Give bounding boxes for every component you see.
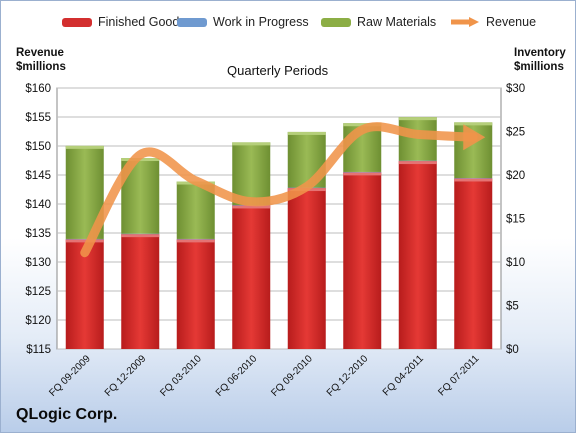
bar-top-finished-goods [121,234,160,238]
right-tick-label: $20 [506,170,525,182]
left-axis-title-line2: $millions [16,61,66,73]
bar-top-finished-goods [454,178,493,182]
legend-item-revenue: Revenue [450,15,536,29]
legend-item-raw-materials: Raw Materials [321,15,436,29]
bar-finished-goods [398,161,437,349]
bar-top-finished-goods [343,172,382,176]
bar-raw-materials [232,142,271,206]
x-tick-label: FQ 07-2011 [436,353,481,398]
bar-finished-goods [343,172,382,349]
bar-top-finished-goods [398,161,437,165]
bar-top-finished-goods [232,205,271,209]
legend-label-raw-materials: Raw Materials [357,15,437,29]
x-tick-label: FQ 04-2011 [381,353,426,398]
company-name: QLogic Corp. [16,406,118,423]
chart-subtitle: Quarterly Periods [227,63,329,78]
left-tick-label: $125 [25,286,51,298]
x-tick-label: FQ 03-2010 [158,353,204,399]
right-axis-title-line1: Inventory [514,47,566,59]
legend-label-finished-goods: Finished Goods [98,15,186,29]
legend: Finished Goods Work in Progress Raw Mate… [1,15,575,35]
right-axis-title: Inventory $millions [514,46,566,74]
bar-top-raw-materials [454,122,493,126]
legend-swatch-work-in-progress [177,17,207,27]
bar-finished-goods [232,205,271,349]
bar-finished-goods [454,178,493,349]
left-axis-title-line1: Revenue [16,47,64,59]
right-tick-label: $10 [506,257,525,269]
legend-label-work-in-progress: Work in Progress [213,15,309,29]
bar-finished-goods [65,239,104,349]
right-tick-label: $0 [506,344,519,356]
legend-item-work-in-progress: Work in Progress [177,15,309,29]
bar-top-finished-goods [65,239,104,243]
legend-swatch-finished-goods [62,17,92,27]
x-tick-label: FQ 09-2010 [269,353,315,399]
right-axis-title-line2: $millions [514,61,564,73]
left-tick-label: $135 [25,228,51,240]
left-tick-label: $155 [25,112,51,124]
left-tick-label: $160 [25,83,51,95]
bar-top-raw-materials [287,131,326,135]
right-tick-label: $30 [506,83,525,95]
left-tick-label: $115 [26,344,51,356]
bar-finished-goods [176,239,215,349]
bar-finished-goods [287,188,326,349]
left-tick-label: $150 [25,141,51,153]
bar-top-raw-materials [398,117,437,121]
right-tick-label: $5 [506,301,519,313]
x-tick-label: FQ 12-2010 [325,353,371,399]
x-tick-label: FQ 09-2009 [47,353,93,399]
legend-swatch-raw-materials [321,17,351,27]
right-tick-label: $25 [506,127,525,139]
legend-swatch-revenue [451,17,479,27]
x-tick-label: FQ 06-2010 [214,353,260,399]
bar-top-raw-materials [232,142,271,146]
bar-top-finished-goods [176,239,215,243]
left-tick-label: $145 [25,170,51,182]
bar-top-raw-materials [65,145,104,149]
bar-top-raw-materials [343,123,382,127]
bar-finished-goods [121,234,160,349]
left-tick-label: $120 [25,315,51,327]
left-tick-label: $140 [25,199,51,211]
legend-item-finished-goods: Finished Goods [62,15,186,29]
revenue-arrowhead [463,124,486,151]
x-tick-label: FQ 12-2009 [103,353,149,399]
legend-label-revenue: Revenue [486,15,537,29]
right-tick-label: $15 [506,214,525,226]
left-axis-title: Revenue $millions [16,46,66,74]
left-tick-label: $130 [25,257,51,269]
